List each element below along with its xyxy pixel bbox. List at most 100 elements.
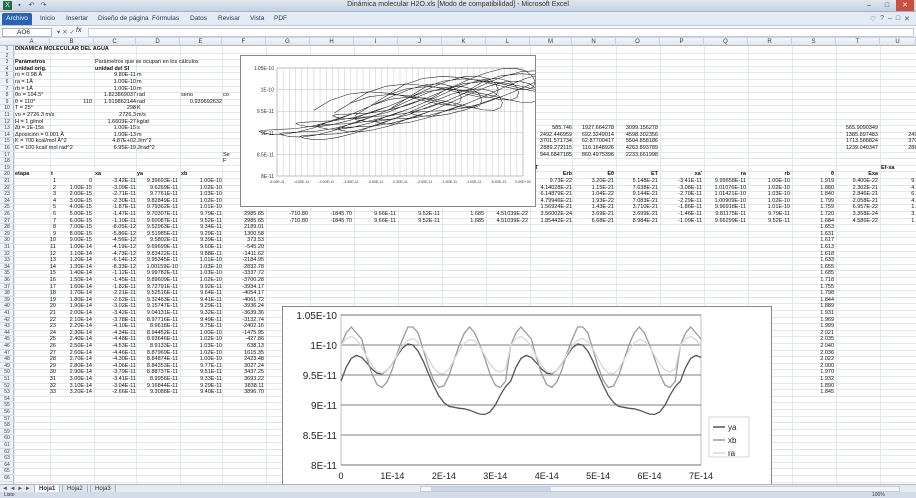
cell-d14[interactable]: m — [137, 131, 142, 138]
cell-n26[interactable]: 3.69E-21 — [591, 211, 614, 217]
column-header-p[interactable]: P — [660, 38, 704, 46]
row-header[interactable]: 40 — [0, 303, 14, 310]
cell-r25[interactable]: 1.01E-10 — [767, 204, 790, 211]
row-header[interactable]: 44 — [0, 330, 14, 337]
cell-a40[interactable]: 20 — [49, 303, 56, 310]
cell-c40[interactable]: -3.02E-11 — [112, 303, 136, 310]
cell-f38[interactable]: -4054.17 — [242, 290, 264, 297]
cell-s29[interactable]: 1.631 — [820, 230, 834, 237]
cell-b50[interactable]: 2.90E-14 — [69, 369, 92, 376]
cell-c52[interactable]: -3.04E-11 — [112, 382, 136, 389]
cell-c15[interactable]: 4.87E+02 — [112, 138, 136, 145]
cell-u16[interactable]: 2889. — [908, 145, 916, 151]
cell-b38[interactable]: 1.70E-14 — [69, 290, 92, 297]
column-header-q[interactable]: Q — [704, 38, 748, 46]
cell-s28[interactable]: 1.653 — [820, 224, 834, 231]
cell-b25[interactable]: 4.00E-15 — [69, 204, 92, 211]
column-header-f[interactable]: F — [222, 38, 266, 46]
cell-c50[interactable]: -3.79E-11 — [112, 369, 136, 376]
zoom-level[interactable]: 100% — [872, 492, 885, 498]
cell-t27[interactable]: 4.586E-22 — [852, 217, 878, 224]
cell-a15[interactable]: K = 700 kcal/mol Å^2 — [15, 138, 67, 145]
cell-a20[interactable]: etapa — [15, 171, 30, 178]
row-header[interactable]: 25 — [0, 204, 14, 211]
cell-o22[interactable]: 7.638E-21 — [632, 184, 658, 191]
cell-s30[interactable]: 1.617 — [820, 237, 834, 244]
cell-a14[interactable]: Δposición = 0.001 Å — [15, 131, 65, 138]
cell-j27[interactable]: 9.52E-11 — [418, 217, 440, 224]
cell-a11[interactable]: vo = 2726.3 m/s — [15, 112, 55, 118]
cell-p21[interactable]: -3.41E-11 — [678, 178, 702, 184]
cell-f30[interactable]: 373.53 — [247, 237, 264, 244]
cell-f40[interactable]: -3936.24 — [242, 303, 264, 310]
cell-c24[interactable]: -2.30E-11 — [112, 197, 136, 204]
cell-n25[interactable]: 1.43E-21 — [591, 204, 614, 211]
cell-a9[interactable]: θ = 110° — [15, 98, 36, 105]
cell-a21[interactable]: 1 — [52, 178, 56, 184]
close-button[interactable]: ✕ — [896, 0, 914, 11]
cell-s44[interactable]: 2.021 — [820, 329, 834, 336]
cell-b37[interactable]: 1.60E-14 — [69, 283, 92, 290]
cell-d50[interactable]: 8.88737E-11 — [146, 369, 178, 376]
row-header[interactable]: 13 — [0, 125, 14, 132]
cell-s52[interactable]: 1.890 — [820, 382, 834, 389]
cell-c43[interactable]: -4.10E-11 — [112, 323, 136, 330]
cell-m14[interactable]: 2492.446959 — [539, 131, 572, 138]
cell-a36[interactable]: 16 — [49, 277, 56, 283]
cell-e42[interactable]: 9.49E-11 — [200, 316, 222, 323]
cell-a5[interactable]: ro = 0.98 Å — [15, 72, 43, 79]
row-header[interactable]: 3 — [0, 59, 14, 66]
cell-r22[interactable]: 1.02E-10 — [767, 184, 790, 191]
cell-d5[interactable]: m — [137, 72, 142, 79]
cell-f53[interactable]: 3896.70 — [244, 389, 264, 396]
cell-b33[interactable]: 1.20E-14 — [69, 257, 92, 264]
cell-r21[interactable]: 1.00E-10 — [767, 178, 790, 184]
cell-g26[interactable]: -710.80 — [289, 211, 308, 217]
cell-f28[interactable]: 2189.01 — [244, 224, 264, 231]
cell-a38[interactable]: 18 — [49, 290, 56, 297]
cell-b29[interactable]: 8.00E-15 — [69, 230, 92, 237]
cell-d11[interactable]: m/s — [137, 112, 146, 118]
tab-datos[interactable]: Datos — [190, 15, 207, 22]
cell-a30[interactable]: 10 — [49, 237, 56, 244]
formula-cancel-icon[interactable]: ▾ ✕ ✓ — [57, 29, 75, 36]
cell-t22[interactable]: 2.302E-21 — [852, 184, 878, 191]
cell-t20[interactable]: Exa — [868, 171, 878, 178]
cell-t13[interactable]: 565.9090349 — [845, 125, 878, 132]
row-header[interactable]: 17 — [0, 152, 14, 159]
cell-a6[interactable]: ra = 1Å — [15, 79, 33, 85]
column-header-d[interactable]: D — [136, 38, 180, 46]
cell-c3[interactable]: Parámetros que se ocupan en los cálculos — [95, 59, 199, 66]
cell-r27[interactable]: 9.52E-11 — [768, 217, 790, 224]
row-header[interactable]: 2 — [0, 53, 14, 60]
cell-e43[interactable]: 9.75E-11 — [200, 323, 222, 330]
cell-d13[interactable]: s — [137, 125, 140, 132]
cell-e46[interactable]: 1.03E-10 — [199, 343, 222, 349]
cell-e51[interactable]: 9.33E-11 — [200, 376, 222, 382]
row-header[interactable]: 55 — [0, 402, 14, 409]
cell-m27[interactable]: 1.85442E-21 — [540, 217, 573, 224]
cell-f44[interactable]: -1475.95 — [242, 329, 264, 336]
cell-d9[interactable]: rad — [137, 98, 145, 105]
cell-d15[interactable]: J/m^2 — [137, 138, 152, 145]
cell-c32[interactable]: -4.73E-12 — [111, 250, 136, 257]
cell-f51[interactable]: 3693.22 — [244, 376, 264, 382]
cell-s45[interactable]: 2.035 — [820, 336, 834, 343]
column-header-c[interactable]: C — [94, 38, 136, 46]
cell-s34[interactable]: 1.655 — [820, 263, 834, 270]
cell-c16[interactable]: 6.95E-19 — [113, 145, 136, 151]
cell-f8[interactable]: co — [223, 92, 229, 99]
cell-a51[interactable]: 31 — [49, 376, 56, 382]
cell-o24[interactable]: 7.083E-21 — [632, 197, 658, 204]
cell-e45[interactable]: 1.02E-10 — [199, 336, 222, 343]
row-header[interactable]: 57 — [0, 416, 14, 423]
row-header[interactable]: 16 — [0, 145, 14, 152]
cell-d27[interactable]: 9.60087E-11 — [146, 217, 178, 224]
cell-e52[interactable]: 9.29E-11 — [200, 382, 222, 389]
cell-c48[interactable]: -4.30E-11 — [112, 356, 136, 363]
cell-f37[interactable]: -3934.17 — [242, 283, 264, 290]
cell-n17[interactable]: 860.4975396 — [581, 151, 614, 158]
row-header[interactable]: 5 — [0, 72, 14, 79]
cell-d44[interactable]: 8.94452E-11 — [146, 329, 178, 336]
cell-n23[interactable]: 1.04E-22 — [591, 191, 614, 198]
